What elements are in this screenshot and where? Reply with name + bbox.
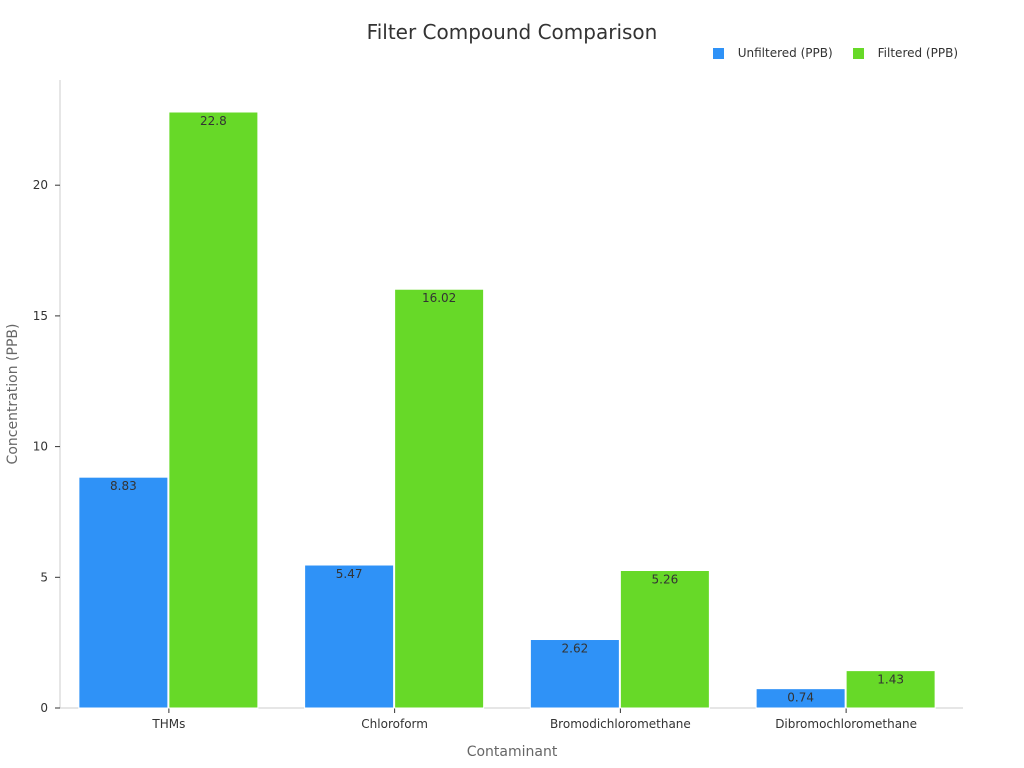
y-axis-title: Concentration (PPB) xyxy=(5,324,21,465)
legend-swatch-unfiltered xyxy=(712,47,724,59)
x-tick-label: Chloroform xyxy=(361,717,428,731)
chart-title: Filter Compound Comparison xyxy=(366,20,658,44)
data-label: 5.26 xyxy=(652,573,679,587)
x-tick-label: Bromodichloromethane xyxy=(550,717,691,731)
x-tick-label: Dibromochloromethane xyxy=(775,717,917,731)
legend-swatch-filtered xyxy=(852,47,864,59)
bar-filtered[interactable] xyxy=(394,288,485,709)
bar-unfiltered[interactable] xyxy=(529,639,620,709)
data-label: 16.02 xyxy=(422,291,456,305)
axes: 0 5 10 15 20 THMs Chloroform Bromodichlorometha… xyxy=(33,80,963,731)
y-tick-label: 10 xyxy=(33,440,48,454)
y-tick-label: 20 xyxy=(33,178,48,192)
x-axis-title: Contaminant xyxy=(467,744,558,760)
x-tick-label: THMs xyxy=(151,717,185,731)
y-tick-label: 15 xyxy=(33,309,48,323)
bars: 8.83 22.8 5.47 16.02 2.62 5.26 0.74 1.43 xyxy=(78,111,936,709)
y-tick-label: 0 xyxy=(40,701,48,715)
y-tick-label: 5 xyxy=(40,570,48,584)
bar-unfiltered[interactable] xyxy=(78,476,169,709)
data-label: 8.83 xyxy=(110,479,137,493)
data-label: 22.8 xyxy=(200,114,227,128)
legend-label-filtered: Filtered (PPB) xyxy=(877,46,958,60)
data-label: 1.43 xyxy=(877,673,904,687)
legend-entry-filtered[interactable]: Filtered (PPB) xyxy=(852,46,958,60)
bar-filtered[interactable] xyxy=(845,670,936,709)
bar-filtered[interactable] xyxy=(168,111,259,709)
legend-entry-unfiltered[interactable]: Unfiltered (PPB) xyxy=(712,46,833,60)
bar-unfiltered[interactable] xyxy=(755,688,846,709)
bar-unfiltered[interactable] xyxy=(304,564,395,709)
legend-label-unfiltered: Unfiltered (PPB) xyxy=(737,46,833,60)
bar-filtered[interactable] xyxy=(619,570,710,709)
data-label: 0.74 xyxy=(787,691,814,705)
legend: Unfiltered (PPB) Filtered (PPB) xyxy=(712,46,958,60)
data-label: 2.62 xyxy=(562,642,589,656)
data-label: 5.47 xyxy=(336,567,363,581)
